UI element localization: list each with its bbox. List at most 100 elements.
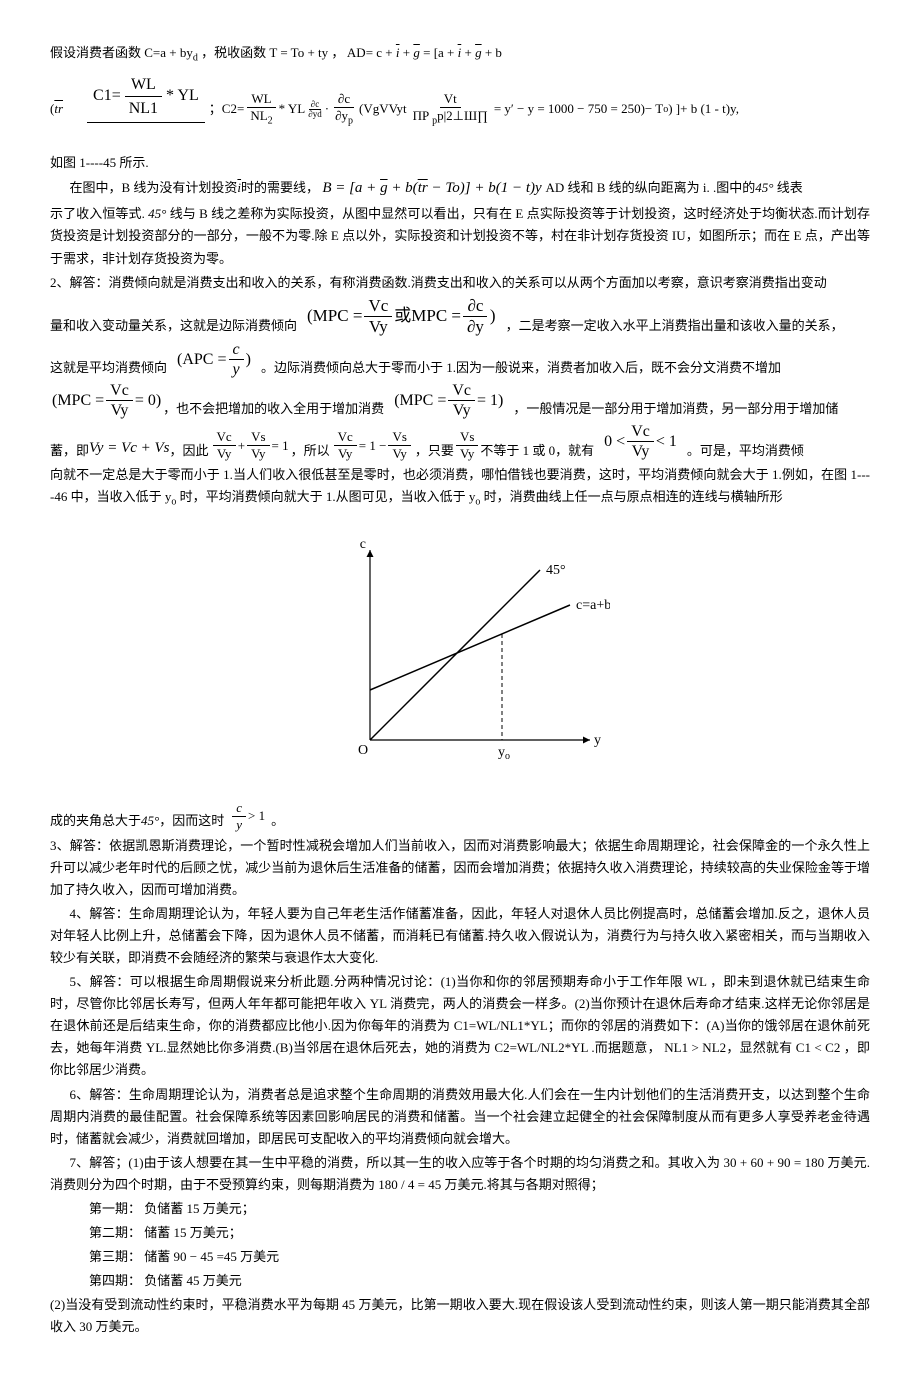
mpc-dy: ∂y (463, 317, 488, 337)
c1-wl: WL (125, 73, 162, 97)
p1-plus3: + b (482, 45, 502, 60)
c2-wl: WL (247, 91, 275, 108)
p9-vy4: Vy (388, 446, 410, 462)
mpc1-eq: = 1) (477, 387, 503, 414)
svg-text:c: c (360, 537, 366, 552)
c2-nl2: NL (250, 108, 267, 123)
formula-row-1: (tr C1= WL NL1 * YL ； C2= WL NL2 * YL ∂c… (50, 71, 870, 148)
sf1-d: ∂yd (306, 110, 323, 119)
p1-eq1: = [a + (420, 45, 458, 60)
p10-t3: 时，消费曲线上任一点与原点相连的连线与横轴所形 (480, 489, 782, 504)
paragraph-16: 7、解答；(1)由于该人想要在其一生中平稳的消费，所以其一生的收入应等于各个时期… (50, 1152, 870, 1196)
p9-t1: 蓄，即 (50, 440, 89, 462)
mpc0-open: (MPC = (52, 387, 104, 414)
p11-t2: ，因而这时 (159, 810, 224, 832)
mpc-or: 或MPC = (394, 302, 461, 331)
c2-label: C2= (222, 98, 245, 120)
p1-text2: ，税收函数 T = To + ty ， AD= c + (198, 45, 396, 60)
sf2-n: ∂c (334, 91, 354, 108)
svg-text:45°: 45° (546, 563, 566, 578)
small-frac-2: ∂c ∂yp (331, 91, 357, 127)
p9-vy: Vy (213, 446, 235, 462)
p11-frac: cy (232, 800, 246, 832)
p11-y: y (232, 817, 246, 833)
p9-vc: Vc (213, 429, 236, 446)
period-4: 第四期： 负储蓄 45 万美元 (50, 1270, 870, 1292)
vt-den: ΠP (413, 108, 432, 123)
p3-formula: B = [a + g + b(tr − To)] + b(1 − t)y (322, 180, 545, 196)
paragraph-7: 这就是平均消费倾向 (APC = cy ) 。边际消费倾向总大于零而小于 1.因… (50, 340, 870, 379)
svg-text:c=a+by: c=a+by (576, 598, 610, 613)
p3-t2: 时的需要线， (241, 180, 319, 195)
c2-mult: * YL (279, 98, 306, 120)
vt-num: Vt (440, 91, 461, 108)
paragraph-2: 如图 1----45 所示. (50, 152, 870, 174)
p9-vs3: Vs (456, 429, 478, 446)
paragraph-1: 假设消费者函数 C=a + byd ，税收函数 T = To + ty ， AD… (50, 42, 870, 67)
p9-frac1: VcVy (213, 429, 236, 461)
p7-t1: 这就是平均消费倾向 (50, 357, 167, 379)
p4-t2: 线与 B 线之差称为实际投资，从图中显然可以看出，只有在 E 点实际投资等于计划… (50, 206, 870, 265)
paragraph-6: 量和收入变动量关系，这就是边际消费倾向 (MPC = VcVy 或MPC = ∂… (50, 296, 870, 338)
mpc1-frac: VcVy (448, 381, 475, 420)
c1-nl1: NL1 (123, 97, 164, 120)
c1-label: C1= (93, 86, 121, 107)
p3-f1: B = [a + (322, 180, 380, 196)
p1-plus2: + (461, 45, 475, 60)
p7-t2: 。边际消费倾向总大于零而小于 1.因为一般说来，消费者加收入后，既不会分文消费不… (261, 357, 781, 379)
p3-45: 45° (755, 180, 773, 195)
p11-45: 45° (141, 810, 159, 832)
p9-t3: ，所以 (291, 440, 330, 462)
mpc-frac2: ∂c∂y (463, 296, 488, 338)
p9-vy5: Vy (456, 446, 478, 462)
dot-sep: · (325, 98, 329, 120)
mpc-close: ) (490, 302, 496, 331)
mpc-dc: ∂c (463, 296, 487, 317)
p11-t1: 成的夹角总大于 (50, 810, 141, 832)
p3-g: g (380, 180, 388, 196)
mpc0-formula: (MPC = VcVy = 0) (52, 381, 161, 420)
svg-text:O: O (358, 743, 368, 758)
mpc-open: (MPC = (307, 302, 362, 331)
p9-t2: ，因此 (170, 440, 209, 462)
p3-f2: + b( (388, 180, 418, 196)
vt-frac: Vt ΠP pp|2⊥Ш∏ (409, 91, 492, 127)
mpc0-eq: = 0) (135, 387, 161, 414)
p11-t3: 。 (271, 810, 284, 832)
sf2-d-sub: p (348, 115, 353, 126)
paragraph-11: 成的夹角总大于 45° ，因而这时 cy > 1 。 (50, 800, 870, 832)
p3-tr: tr (418, 180, 428, 196)
apc-formula: (APC = cy ) (177, 340, 251, 379)
paragraph-12: 3、解答：依据凯恩斯消费理论，一个暂时性减税会增加人们当前收入，因而对消费影响最… (50, 835, 870, 901)
vt-den2: p|2⊥Ш∏ (437, 108, 488, 123)
p8-vy2: Vy (449, 401, 475, 420)
p9-vy-eq: Vy = Vc + Vs (89, 436, 170, 462)
p6-t2: ，二是考察一定收入水平上消费指出量和该收入量的关系， (506, 315, 844, 337)
p9-plus: + (238, 435, 245, 457)
p1-text: 假设消费者函数 C=a + by (50, 45, 193, 60)
paragraph-3: 在图中，B 线为没有计划投资i时的需要线， B = [a + g + b(tr … (50, 176, 870, 202)
p9-frac2: VsVy (247, 429, 269, 461)
p9-vy2: Vy (247, 446, 269, 462)
p9-eq2: = 1 − (359, 435, 387, 457)
apc-open: (APC = (177, 346, 226, 373)
end-formula: − T (645, 98, 663, 120)
p9-t5: 不等于 1 或 0，就有 (480, 440, 594, 462)
consumption-chart: cyO45°c=a+byyo (50, 530, 870, 790)
mpc-formula: (MPC = VcVy 或MPC = ∂c∂y ) (307, 296, 496, 338)
c2-frac: WL NL2 (246, 91, 276, 127)
p9-vc2: Vc (334, 429, 357, 446)
p4-45: 45° (148, 206, 166, 221)
p11-c: c (232, 800, 246, 817)
p9-t6: 。可是，平均消费倾 (687, 440, 804, 462)
small-frac-1: ∂c ∂yd (306, 100, 323, 119)
p9-vs: Vs (247, 429, 269, 446)
p9-eq1: = 1 (272, 435, 289, 457)
mid-formula2: = y′ − y = 1000 − 750 = 250) (494, 98, 645, 120)
paragraph-13: 4、解答：生命周期理论认为，年轻人要为自己年老生活作储蓄准备，因此，年轻人对退休… (50, 903, 870, 969)
c2-nl2-sub: 2 (268, 115, 273, 126)
mpc1-open: (MPC = (394, 387, 446, 414)
p9-f3: 0 < VcVy < 1 (604, 422, 677, 461)
mid-formula: (VgVVyt (359, 98, 407, 120)
paragraph-4: 示了收入恒等式. 45° 线与 B 线之差称为实际投资，从图中显然可以看出，只有… (50, 203, 870, 269)
